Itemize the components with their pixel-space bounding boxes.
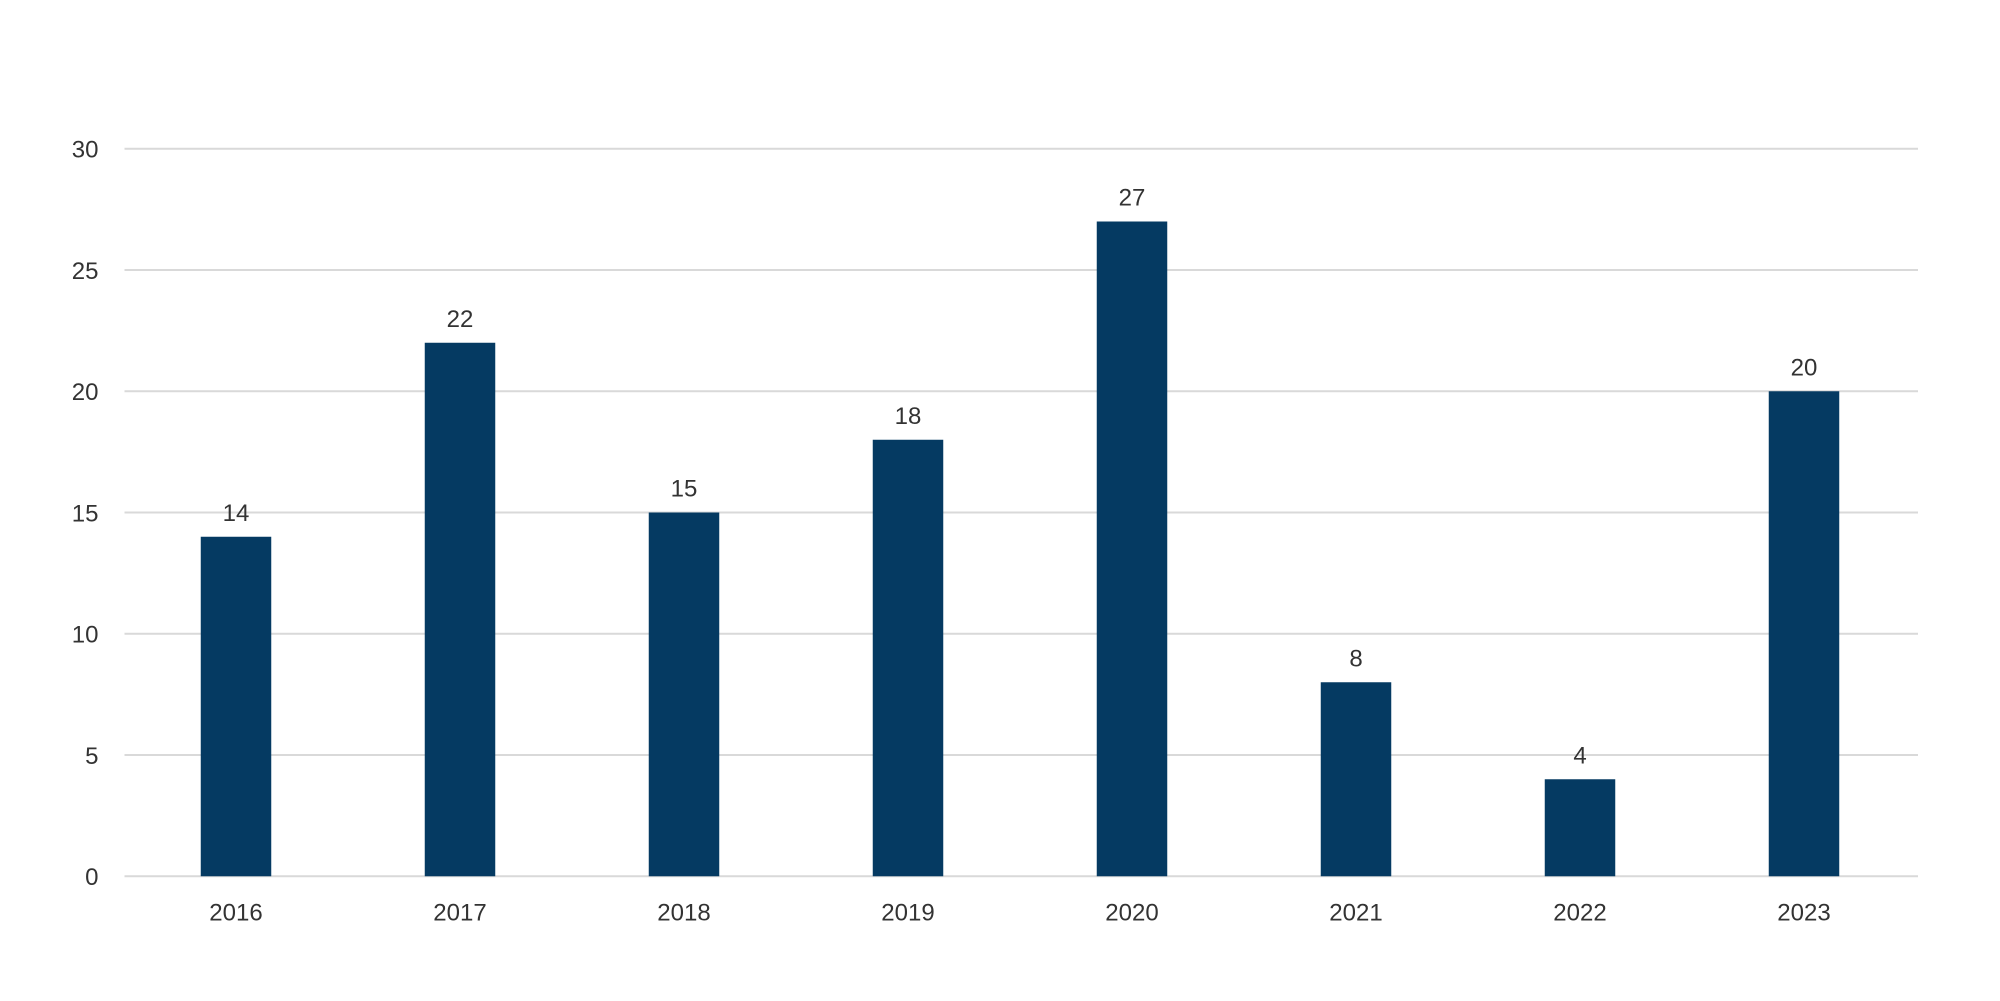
svg-text:10: 10 <box>72 622 99 649</box>
svg-text:2020: 2020 <box>1105 900 1158 927</box>
svg-text:22: 22 <box>447 306 474 333</box>
svg-text:2021: 2021 <box>1329 900 1382 927</box>
svg-text:2022: 2022 <box>1553 900 1606 927</box>
svg-text:4: 4 <box>1573 742 1586 769</box>
svg-text:2019: 2019 <box>881 900 934 927</box>
svg-text:20: 20 <box>72 379 99 406</box>
svg-text:2018: 2018 <box>657 900 710 927</box>
svg-text:20: 20 <box>1791 354 1818 381</box>
svg-text:14: 14 <box>223 500 250 527</box>
svg-text:25: 25 <box>72 258 99 285</box>
svg-text:18: 18 <box>895 403 922 430</box>
svg-text:2023: 2023 <box>1777 900 1830 927</box>
svg-text:5: 5 <box>85 743 98 770</box>
svg-text:0: 0 <box>85 864 98 891</box>
svg-text:30: 30 <box>72 137 99 164</box>
svg-text:15: 15 <box>671 476 698 503</box>
svg-text:2017: 2017 <box>433 900 486 927</box>
svg-text:15: 15 <box>72 500 99 527</box>
svg-text:27: 27 <box>1119 185 1146 212</box>
svg-text:8: 8 <box>1349 645 1362 672</box>
svg-text:2016: 2016 <box>209 900 262 927</box>
